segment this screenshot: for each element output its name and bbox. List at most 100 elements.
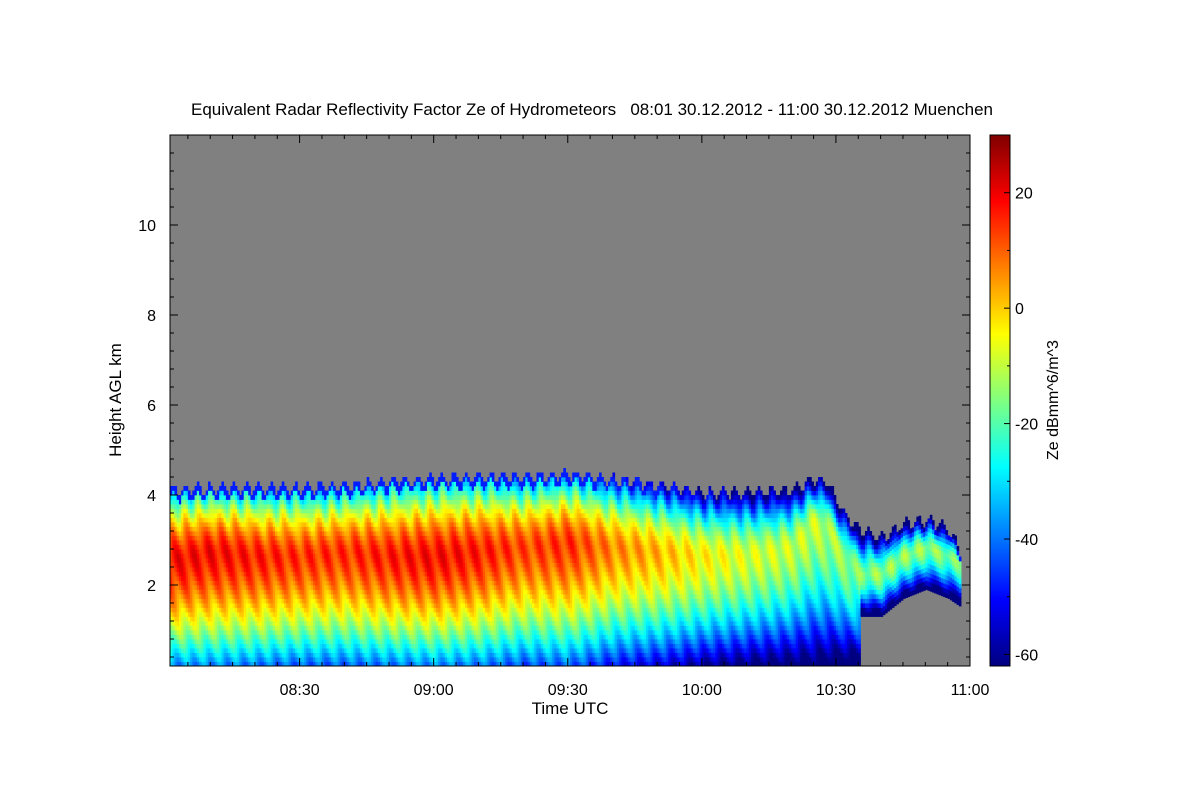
echo-cell [268, 486, 271, 491]
echo-cell [333, 657, 336, 662]
echo-cell [388, 652, 392, 658]
echo-cell [438, 585, 441, 590]
echo-cell [187, 508, 191, 514]
echo-cell [286, 522, 289, 527]
echo-cell [371, 549, 374, 554]
echo-cell [172, 531, 175, 536]
echo-cell [433, 598, 437, 604]
echo-cell [384, 567, 388, 572]
echo-cell [178, 630, 182, 635]
echo-cell [380, 648, 383, 653]
echo-cell [362, 585, 365, 590]
echo-cell [248, 616, 251, 622]
echo-cell [433, 648, 437, 653]
echo-cell [375, 580, 379, 586]
echo-cell [362, 490, 365, 496]
echo-cell [342, 643, 345, 649]
echo-cell [207, 576, 211, 581]
echo-cell [431, 630, 435, 635]
echo-cell [201, 616, 204, 622]
echo-cell [263, 544, 267, 550]
echo-cell [292, 553, 296, 559]
echo-cell [308, 594, 312, 599]
echo-cell [328, 513, 332, 518]
echo-cell [205, 490, 209, 496]
echo-cell [357, 612, 361, 617]
echo-cell [190, 495, 193, 500]
echo-cell [429, 571, 432, 577]
echo-cell [368, 652, 372, 658]
echo-cell [272, 562, 276, 568]
echo-cell [328, 657, 332, 662]
echo-cell [326, 603, 330, 608]
echo-cell [299, 535, 303, 541]
echo-cell [429, 576, 432, 581]
echo-cell [263, 634, 267, 640]
echo-cell [373, 612, 376, 617]
echo-cell [176, 513, 180, 518]
echo-cell [380, 643, 383, 649]
echo-cell [257, 598, 260, 604]
echo-cell [418, 567, 421, 572]
echo-cell [187, 621, 191, 626]
echo-cell [301, 639, 305, 644]
echo-cell [404, 486, 408, 491]
echo-cell [371, 607, 374, 613]
echo-cell [384, 612, 388, 617]
echo-cell [228, 616, 231, 622]
echo-cell [393, 490, 397, 496]
echo-cell [243, 612, 247, 617]
echo-cell [359, 648, 363, 653]
echo-cell [337, 499, 341, 505]
echo-cell [237, 657, 240, 662]
echo-cell [411, 621, 414, 626]
echo-cell [216, 553, 220, 559]
echo-cell [326, 625, 330, 631]
echo-cell [420, 567, 423, 572]
echo-cell [342, 504, 345, 509]
echo-cell [422, 535, 426, 541]
echo-cell [431, 540, 435, 545]
echo-cell [254, 531, 258, 536]
echo-cell [382, 535, 385, 541]
echo-cell [194, 598, 198, 604]
echo-cell [190, 621, 193, 626]
echo-cell [424, 481, 428, 487]
echo-cell [413, 535, 417, 541]
echo-cell [250, 585, 254, 590]
echo-cell [185, 603, 189, 608]
echo-cell [330, 508, 334, 514]
echo-cell [181, 553, 184, 559]
echo-cell [388, 499, 392, 505]
echo-cell [203, 661, 207, 666]
echo-cell [290, 616, 294, 622]
echo-cell [252, 652, 256, 658]
echo-cell [270, 598, 274, 604]
echo-cell [413, 639, 417, 644]
echo-cell [402, 535, 406, 541]
echo-cell [272, 495, 276, 500]
echo-cell [268, 639, 271, 644]
echo-cell [382, 621, 385, 626]
echo-cell [424, 621, 428, 626]
echo-cell [351, 661, 354, 666]
echo-cell [254, 616, 258, 622]
echo-cell [337, 513, 341, 518]
echo-cell [230, 639, 233, 644]
echo-cell [342, 517, 345, 523]
echo-cell [330, 495, 334, 500]
echo-column [406, 481, 410, 666]
echo-cell [190, 535, 193, 541]
echo-cell [355, 634, 359, 640]
echo-cell [297, 544, 300, 550]
echo-cell [395, 652, 399, 658]
echo-cell [355, 625, 359, 631]
echo-cell [359, 495, 363, 500]
echo-cell [317, 544, 321, 550]
echo-cell [185, 648, 189, 653]
echo-cell [422, 558, 426, 563]
echo-cell [328, 612, 332, 617]
echo-cell [272, 643, 276, 649]
echo-cell [431, 535, 435, 541]
echo-cell [270, 634, 274, 640]
